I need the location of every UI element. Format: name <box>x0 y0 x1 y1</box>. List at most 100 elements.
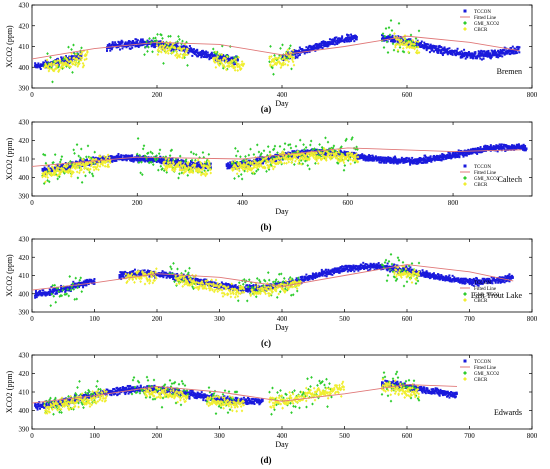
gmi-point <box>178 172 181 176</box>
cbcr-point <box>246 169 249 173</box>
gmi-point <box>186 173 190 177</box>
tccon-point <box>151 160 154 163</box>
cbcr-point <box>86 162 90 166</box>
cbcr-point <box>222 63 226 67</box>
tccon-point <box>114 155 117 158</box>
cbcr-point <box>394 42 398 46</box>
tccon-point <box>308 48 311 51</box>
tccon-point <box>390 36 393 39</box>
tccon-point <box>304 149 307 152</box>
gmi-point <box>211 47 215 51</box>
tccon-point <box>518 51 521 54</box>
tccon-point <box>369 154 372 157</box>
tccon-point <box>161 158 164 161</box>
cbcr-point <box>178 166 182 170</box>
tccon-point <box>381 37 383 40</box>
tccon-point <box>387 156 390 159</box>
cbcr-point <box>287 60 291 64</box>
gmi-point <box>303 148 306 152</box>
gmi-point <box>271 148 275 152</box>
tccon-point <box>120 156 123 159</box>
tccon-point <box>439 51 442 54</box>
cbcr-point <box>246 160 250 164</box>
tccon-point <box>388 35 391 38</box>
cbcr-point <box>326 153 330 157</box>
cbcr-point <box>72 170 75 174</box>
tccon-point <box>326 42 329 45</box>
tccon-point <box>451 156 454 159</box>
cbcr-point <box>276 157 279 161</box>
tccon-point <box>486 55 489 58</box>
tccon-point <box>499 49 502 52</box>
gmi-point <box>183 159 187 163</box>
tccon-point <box>114 41 117 44</box>
tccon-point <box>433 50 435 53</box>
tccon-point <box>490 54 493 57</box>
tccon-point <box>476 152 479 155</box>
cbcr-point <box>163 160 167 164</box>
gmi-point <box>53 61 56 65</box>
tccon-point <box>45 61 48 64</box>
tccon-point <box>341 36 344 39</box>
gmi-point <box>148 37 151 41</box>
tccon-point <box>67 166 70 169</box>
legend-label: TCCON <box>474 10 491 15</box>
tccon-point <box>426 158 429 161</box>
cbcr-point <box>225 55 229 59</box>
gmi-point <box>206 168 210 172</box>
tccon-point <box>118 41 121 44</box>
tccon-point <box>333 40 335 43</box>
tccon-point <box>146 39 149 42</box>
cbcr-point <box>44 170 48 174</box>
cbcr-point <box>83 167 86 171</box>
cbcr-point <box>393 32 396 36</box>
tccon-point <box>478 54 481 57</box>
tccon-point <box>397 35 400 38</box>
cbcr-point <box>283 161 286 165</box>
cbcr-point <box>233 159 237 163</box>
tccon-point <box>142 159 145 162</box>
gmi-point <box>177 176 180 180</box>
tccon-point <box>332 38 335 41</box>
tccon-point <box>466 56 469 59</box>
gmi-point <box>205 160 208 164</box>
gmi-point <box>56 177 59 181</box>
gmi-point <box>47 62 50 66</box>
tccon-point <box>474 147 477 150</box>
cbcr-point <box>103 154 106 158</box>
tccon-point <box>500 146 503 149</box>
tccon-point <box>169 157 172 160</box>
gmi-point <box>80 46 83 50</box>
y-axis-label: XCO2 (ppm) <box>5 25 14 68</box>
tccon-point <box>188 48 191 51</box>
y-tick-label: 400 <box>19 64 30 72</box>
tccon-point <box>73 55 76 58</box>
tccon-point <box>432 46 435 49</box>
tccon-point <box>155 160 158 163</box>
cbcr-point <box>243 167 247 171</box>
gmi-point <box>409 33 413 37</box>
tccon-point <box>328 38 331 41</box>
tccon-point <box>445 48 448 51</box>
cbcr-point <box>167 158 171 162</box>
gmi-point <box>151 163 155 167</box>
cbcr-point <box>249 160 252 164</box>
gmi-point <box>167 34 170 38</box>
cbcr-point <box>54 60 58 64</box>
gmi-point <box>72 43 75 47</box>
tccon-point <box>148 159 151 162</box>
tccon-point <box>201 54 204 57</box>
tccon-point <box>442 52 445 55</box>
tccon-point <box>461 51 464 54</box>
tccon-point <box>441 54 444 57</box>
cbcr-point <box>57 166 61 170</box>
cbcr-point <box>298 153 302 157</box>
cbcr-point <box>232 164 235 168</box>
tccon-point <box>521 147 524 150</box>
cbcr-point <box>181 47 184 51</box>
gmi-point <box>194 153 198 157</box>
tccon-point <box>133 42 136 45</box>
tccon-point <box>234 63 237 66</box>
tccon-point <box>195 51 198 54</box>
tccon-point <box>236 59 239 62</box>
